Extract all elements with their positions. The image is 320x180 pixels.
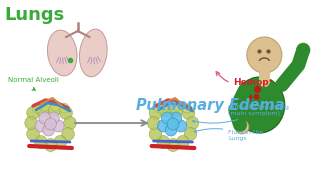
Circle shape bbox=[64, 116, 76, 129]
Circle shape bbox=[165, 124, 177, 136]
Circle shape bbox=[241, 91, 247, 97]
Circle shape bbox=[159, 103, 172, 116]
Circle shape bbox=[173, 101, 183, 111]
Circle shape bbox=[162, 101, 172, 111]
Circle shape bbox=[149, 127, 162, 141]
Ellipse shape bbox=[79, 29, 107, 77]
Circle shape bbox=[167, 118, 179, 130]
Text: Fluid in the
Lungs: Fluid in the Lungs bbox=[194, 129, 264, 141]
Circle shape bbox=[243, 87, 250, 95]
Circle shape bbox=[25, 116, 37, 129]
Circle shape bbox=[39, 112, 51, 124]
Circle shape bbox=[186, 116, 199, 129]
Circle shape bbox=[36, 103, 49, 116]
Circle shape bbox=[155, 103, 164, 113]
Circle shape bbox=[149, 107, 162, 120]
Ellipse shape bbox=[47, 30, 77, 76]
Ellipse shape bbox=[234, 77, 285, 133]
Circle shape bbox=[157, 136, 170, 148]
Circle shape bbox=[238, 91, 241, 94]
Circle shape bbox=[182, 103, 191, 113]
Circle shape bbox=[62, 127, 74, 141]
Circle shape bbox=[247, 87, 251, 91]
Circle shape bbox=[240, 92, 245, 98]
Circle shape bbox=[161, 112, 173, 124]
Circle shape bbox=[184, 127, 197, 141]
Circle shape bbox=[51, 101, 60, 111]
Circle shape bbox=[236, 98, 242, 105]
Circle shape bbox=[35, 136, 47, 148]
Circle shape bbox=[296, 43, 310, 57]
Circle shape bbox=[27, 107, 39, 120]
Circle shape bbox=[147, 116, 160, 129]
Text: Lungs: Lungs bbox=[4, 6, 64, 24]
Circle shape bbox=[254, 94, 260, 100]
Circle shape bbox=[236, 94, 240, 98]
Circle shape bbox=[35, 120, 47, 132]
Circle shape bbox=[48, 103, 61, 116]
Circle shape bbox=[182, 107, 195, 120]
Circle shape bbox=[44, 138, 57, 152]
Circle shape bbox=[247, 37, 282, 73]
Circle shape bbox=[175, 120, 187, 132]
Text: Pulmonary Edema: Pulmonary Edema bbox=[136, 98, 284, 113]
Circle shape bbox=[243, 89, 246, 92]
Text: Hemop⁺: Hemop⁺ bbox=[216, 72, 274, 87]
Circle shape bbox=[32, 103, 42, 113]
Circle shape bbox=[246, 95, 252, 100]
Circle shape bbox=[45, 118, 56, 130]
Circle shape bbox=[171, 103, 183, 116]
Circle shape bbox=[27, 127, 39, 141]
Text: Difficulty Breathing
(main symptom): Difficulty Breathing (main symptom) bbox=[192, 105, 289, 123]
Circle shape bbox=[243, 93, 249, 99]
Text: Normal Alveoli: Normal Alveoli bbox=[8, 77, 59, 90]
Circle shape bbox=[52, 120, 64, 132]
Circle shape bbox=[242, 89, 246, 93]
Circle shape bbox=[43, 124, 54, 136]
Circle shape bbox=[167, 138, 179, 152]
Circle shape bbox=[48, 112, 59, 124]
Circle shape bbox=[170, 112, 182, 124]
Circle shape bbox=[254, 86, 261, 93]
Circle shape bbox=[235, 120, 249, 134]
Circle shape bbox=[60, 107, 72, 120]
Circle shape bbox=[40, 101, 50, 111]
Circle shape bbox=[176, 136, 189, 148]
Circle shape bbox=[248, 94, 252, 99]
Circle shape bbox=[54, 136, 67, 148]
Circle shape bbox=[59, 103, 69, 113]
Circle shape bbox=[157, 120, 169, 132]
